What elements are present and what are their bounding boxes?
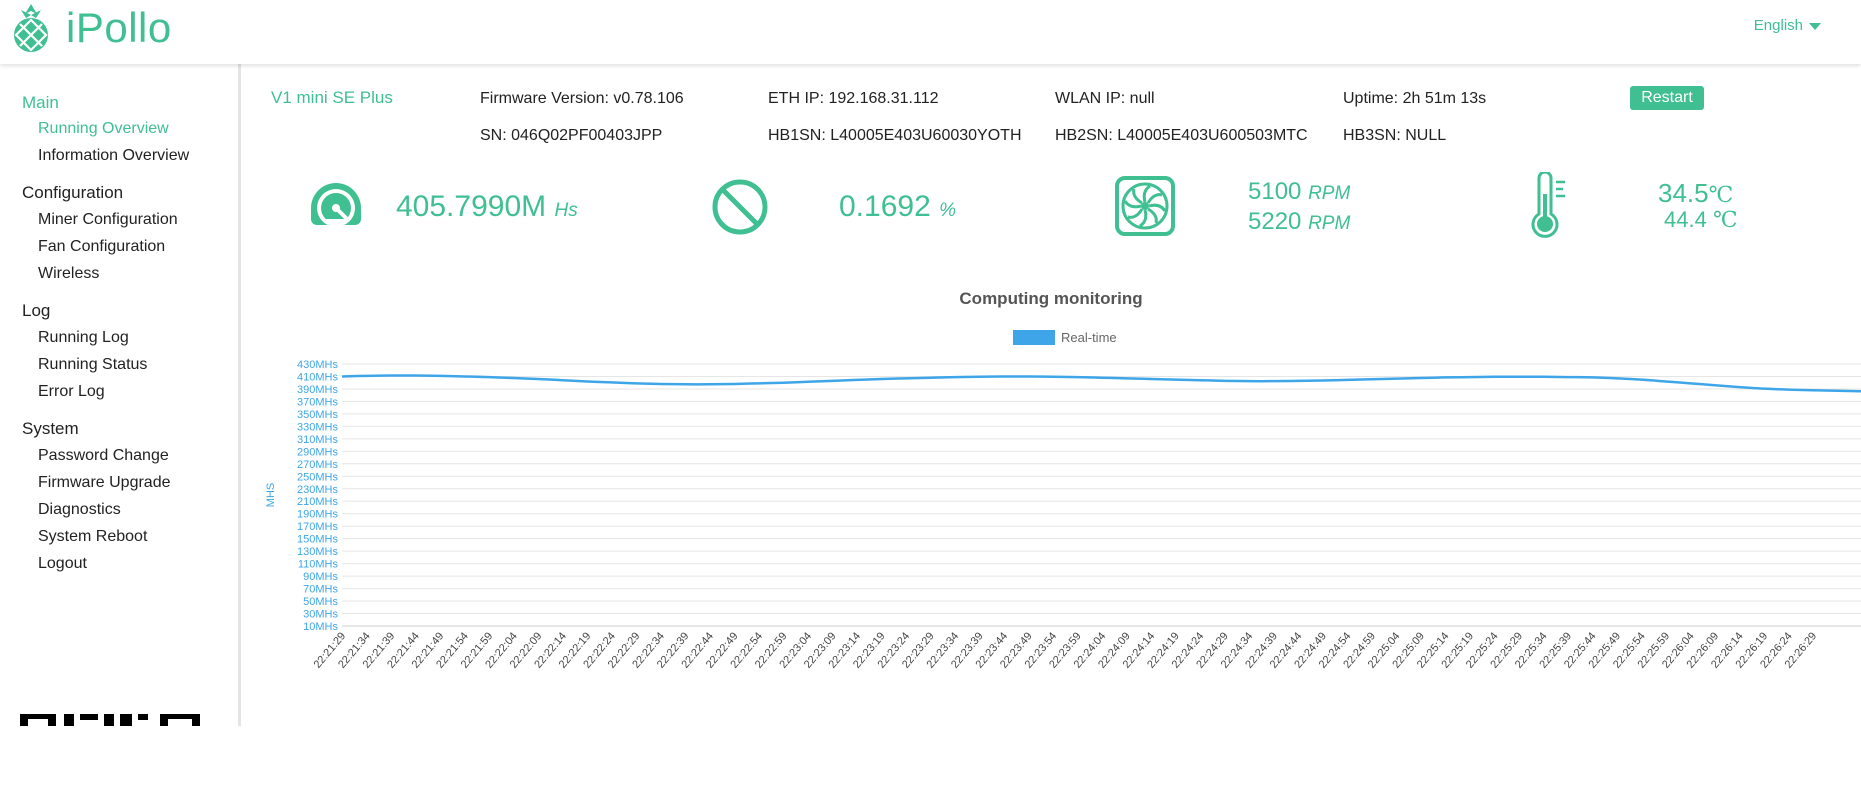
- nav-group-configuration[interactable]: Configuration: [22, 183, 124, 202]
- y-tick-label: 410MHs: [297, 371, 338, 383]
- y-tick-label: 130MHs: [297, 546, 338, 558]
- brand-name: iPollo: [66, 4, 172, 51]
- hashrate-unit: Hs: [554, 200, 578, 221]
- y-tick-label: 90MHs: [303, 571, 338, 583]
- nav-item-miner-configuration[interactable]: Miner Configuration: [38, 211, 178, 228]
- y-tick-label: 430MHs: [297, 359, 338, 371]
- hashrate-value: 405.7990M Hs: [396, 190, 578, 224]
- temperature1: 34.5℃: [1658, 178, 1733, 209]
- firmware-version: Firmware Version: v0.78.106: [480, 90, 684, 107]
- chart-legend[interactable]: Real-time: [1013, 330, 1117, 345]
- y-tick-label: 110MHs: [298, 559, 339, 571]
- y-tick-label: 330MHs: [297, 421, 338, 433]
- fan2-number: 5220: [1248, 208, 1302, 235]
- y-tick-label: 250MHs: [297, 471, 338, 483]
- temperature2: 44.4 ℃: [1664, 207, 1738, 233]
- speedometer-icon: [311, 183, 361, 227]
- temperature2-number: 44.4: [1664, 207, 1707, 232]
- thermometer-icon: [1531, 172, 1565, 238]
- sidebar: Main Running Overview Information Overvi…: [0, 64, 241, 726]
- eth-ip: ETH IP: 192.168.31.112: [768, 90, 939, 107]
- y-tick-label: 290MHs: [297, 446, 338, 458]
- temperature2-unit: ℃: [1712, 208, 1738, 233]
- nav-item-information-overview[interactable]: Information Overview: [38, 147, 190, 164]
- y-tick-label: 270MHs: [297, 459, 338, 471]
- device-model: V1 mini SE Plus: [271, 88, 393, 107]
- wlan-ip: WLAN IP: null: [1055, 90, 1155, 107]
- nav-item-password-change[interactable]: Password Change: [38, 447, 169, 464]
- qr-code-icon: [20, 714, 200, 726]
- nav-item-running-log[interactable]: Running Log: [38, 329, 129, 346]
- y-tick-label: 70MHs: [303, 584, 338, 596]
- fan1-number: 5100: [1248, 178, 1302, 205]
- y-tick-label: 190MHs: [297, 509, 338, 521]
- restart-button[interactable]: Restart: [1630, 86, 1704, 110]
- nav-item-error-log[interactable]: Error Log: [38, 383, 105, 400]
- y-tick-label: 210MHs: [297, 496, 338, 508]
- nav-item-logout[interactable]: Logout: [38, 555, 87, 572]
- nav-item-running-overview[interactable]: Running Overview: [38, 120, 169, 137]
- y-tick-label: 350MHs: [297, 409, 338, 421]
- brand-logo[interactable]: iPollo: [10, 2, 172, 54]
- nav-item-running-status[interactable]: Running Status: [38, 356, 148, 373]
- nav-item-system-reboot[interactable]: System Reboot: [38, 528, 148, 545]
- hashrate-number: 405.7990M: [396, 190, 547, 223]
- y-tick-label: 170MHs: [297, 521, 338, 533]
- hb2-serial-number: HB2SN: L40005E403U600503MTC: [1055, 127, 1308, 144]
- main-content: V1 mini SE Plus Firmware Version: v0.78.…: [241, 64, 1861, 726]
- fan2-unit: RPM: [1308, 213, 1351, 234]
- reject-rate-value: 0.1692 %: [839, 190, 956, 224]
- y-tick-label: 310MHs: [297, 434, 338, 446]
- legend-swatch: [1013, 330, 1055, 345]
- language-label: English: [1753, 17, 1803, 34]
- nav-item-fan-configuration[interactable]: Fan Configuration: [38, 238, 166, 255]
- series-line-realtime: [341, 374, 1861, 393]
- y-tick-label: 150MHs: [297, 534, 338, 546]
- nav-item-wireless[interactable]: Wireless: [38, 265, 100, 282]
- chart-title: Computing monitoring: [959, 289, 1143, 308]
- fan2-speed: 5220 RPM: [1248, 208, 1350, 236]
- y-tick-label: 50MHs: [303, 596, 338, 608]
- y-axis-label: MHS: [265, 483, 277, 507]
- y-tick-label: 230MHs: [297, 484, 338, 496]
- reject-rate-unit: %: [939, 200, 957, 221]
- temperature1-number: 34.5: [1658, 178, 1709, 208]
- top-header: iPollo English: [0, 0, 1861, 64]
- y-tick-label: 10MHs: [303, 621, 338, 633]
- caret-down-icon: [1809, 23, 1821, 30]
- hb1-serial-number: HB1SN: L40005E403U60030YOTH: [768, 127, 1022, 144]
- serial-number: SN: 046Q02PF00403JPP: [480, 127, 663, 144]
- uptime: Uptime: 2h 51m 13s: [1343, 90, 1487, 107]
- legend-label: Real-time: [1061, 330, 1117, 345]
- temperature1-unit: ℃: [1708, 183, 1734, 208]
- fan1-speed: 5100 RPM: [1248, 178, 1350, 206]
- y-tick-label: 390MHs: [297, 384, 338, 396]
- reject-rate-number: 0.1692: [839, 190, 931, 223]
- nav-group-main[interactable]: Main: [22, 93, 59, 112]
- hb3-serial-number: HB3SN: NULL: [1343, 127, 1447, 144]
- y-tick-label: 30MHs: [303, 609, 338, 621]
- computing-monitoring-chart: 10MHs30MHs50MHs70MHs90MHs110MHs130MHs150…: [265, 359, 1861, 671]
- fan-icon: [1115, 176, 1175, 236]
- language-selector[interactable]: English: [1754, 17, 1821, 34]
- y-tick-label: 370MHs: [297, 396, 338, 408]
- nav-group-system[interactable]: System: [22, 419, 79, 438]
- nav-item-firmware-upgrade[interactable]: Firmware Upgrade: [38, 474, 171, 491]
- nav-item-diagnostics[interactable]: Diagnostics: [38, 501, 121, 518]
- pineapple-logo-icon: [14, 4, 48, 52]
- nav-group-log[interactable]: Log: [22, 301, 51, 320]
- fan1-unit: RPM: [1308, 183, 1351, 204]
- prohibited-icon: [712, 179, 768, 235]
